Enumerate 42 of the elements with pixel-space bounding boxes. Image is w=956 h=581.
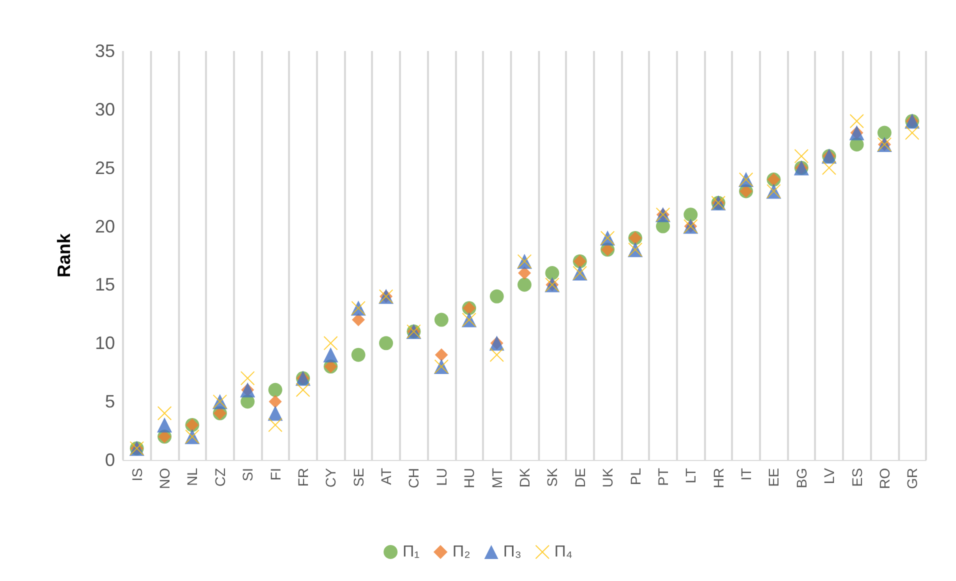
x-tick-label: MT <box>488 468 505 488</box>
x-tick-label: PT <box>654 468 671 486</box>
x-tick-label: NL <box>184 468 200 486</box>
x-tick-label: GR <box>904 468 920 489</box>
y-tick-label: 30 <box>94 99 115 120</box>
x-tick-label: CH <box>406 468 422 488</box>
x-tick-label: SK <box>544 467 560 487</box>
y-tick-label: 5 <box>104 392 115 412</box>
x-tick-label: BG <box>793 468 810 488</box>
legend-label: Π₂ <box>452 544 470 560</box>
x-tick-label: AT <box>378 468 394 485</box>
x-tick-label: HR <box>710 468 726 488</box>
x-tick-label: SE <box>350 468 366 487</box>
x-tick-label: SI <box>240 468 256 482</box>
legend-label: Π₃ <box>503 544 522 560</box>
x-tick-label: DK <box>516 467 532 488</box>
y-tick-label: 25 <box>94 158 115 178</box>
x-tick-label: FI <box>267 468 284 480</box>
x-tick-label: PL <box>627 468 644 486</box>
x-tick-label: DE <box>572 468 588 488</box>
x-tick-label: CZ <box>212 468 228 487</box>
y-tick-label: 35 <box>94 41 115 61</box>
y-tick-label: 10 <box>94 333 115 354</box>
y-tick-label: 20 <box>94 216 115 236</box>
y-tick-label: 0 <box>104 450 115 470</box>
x-tick-label: LU <box>433 468 450 486</box>
x-tick-label: IS <box>128 468 145 482</box>
x-tick-label: UK <box>600 467 616 488</box>
x-tick-label: LV <box>821 467 838 484</box>
x-tick-label: FR <box>294 468 311 487</box>
legend-label: Π₄ <box>554 544 572 560</box>
x-tick-label: ES <box>848 468 865 487</box>
x-tick-label: HU <box>461 468 478 488</box>
x-tick-label: EE <box>766 468 782 487</box>
x-tick-label: RO <box>876 468 892 489</box>
x-tick-label: IT <box>738 468 754 480</box>
y-tick-label: 15 <box>94 274 115 295</box>
y-axis-title: Rank <box>54 232 74 278</box>
x-tick-label: LT <box>682 468 699 484</box>
x-tick-label: NO <box>156 468 173 489</box>
legend-label: Π₁ <box>402 544 420 560</box>
x-tick-label: CY <box>322 467 339 488</box>
